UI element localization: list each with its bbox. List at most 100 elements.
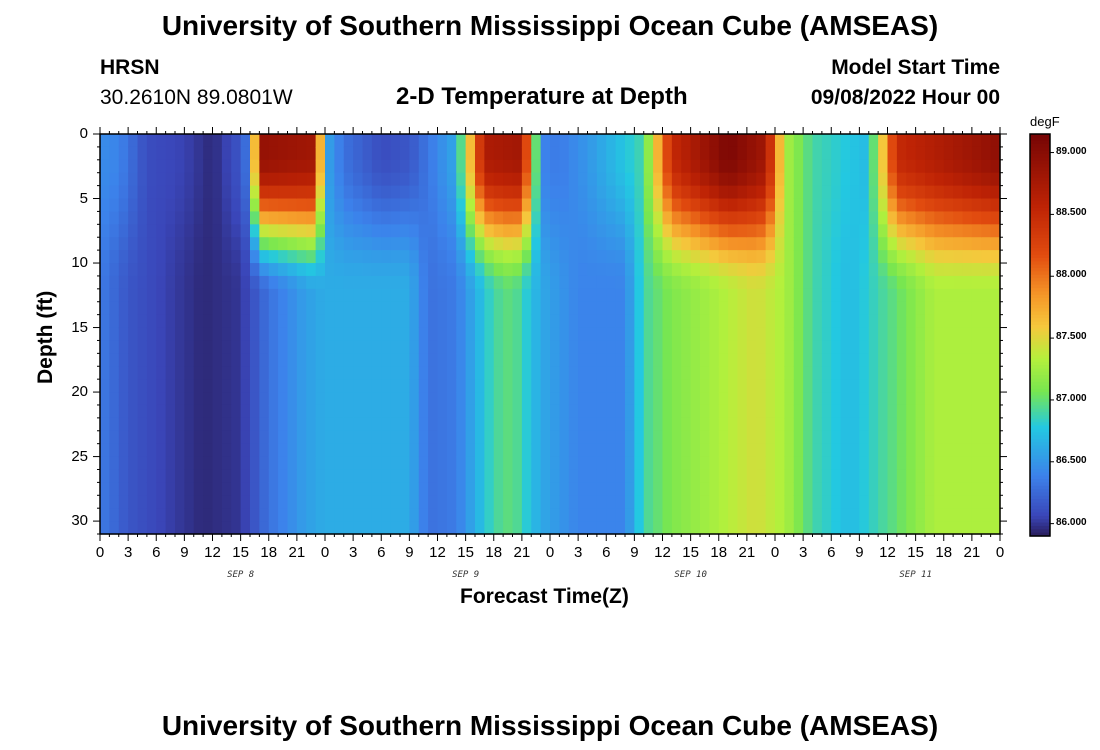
heatmap-cell [793, 146, 804, 161]
heatmap-cell [165, 263, 176, 277]
heatmap-cell [268, 288, 279, 303]
heatmap-cell [137, 430, 148, 445]
heatmap-cell [587, 469, 598, 483]
heatmap-cell [925, 263, 935, 277]
heatmap-cell [971, 392, 982, 406]
heatmap-cell [268, 327, 279, 342]
heatmap-cell [109, 495, 120, 509]
heatmap-cell [981, 172, 992, 187]
heatmap-cell [118, 482, 129, 496]
heatmap-cell [850, 159, 860, 174]
heatmap-cell [718, 379, 729, 393]
heatmap-cell [212, 456, 223, 471]
heatmap-cell [634, 430, 645, 445]
heatmap-cell [475, 211, 485, 225]
heatmap-cell [296, 353, 307, 367]
colorbar-swatch [1030, 227, 1050, 232]
heatmap-cell [634, 146, 645, 161]
heatmap-cell [371, 185, 382, 200]
heatmap-cell [550, 185, 560, 200]
heatmap-cell [128, 237, 139, 251]
heatmap-cell [953, 250, 964, 264]
heatmap-cell [306, 134, 317, 148]
heatmap-cell [259, 417, 270, 432]
heatmap-cell [718, 159, 729, 174]
heatmap-cell [493, 340, 504, 354]
heatmap-cell [859, 456, 870, 471]
heatmap-cell [784, 404, 795, 419]
heatmap-cell [615, 327, 626, 342]
heatmap-cell [765, 172, 776, 187]
heatmap-cell [559, 392, 570, 406]
colorbar-swatch [1030, 375, 1050, 380]
heatmap-cell [531, 185, 542, 200]
heatmap-cell [943, 443, 954, 458]
heatmap-cell [315, 353, 326, 367]
heatmap-cell [737, 288, 748, 303]
heatmap-cell [221, 443, 232, 458]
heatmap-cell [353, 327, 364, 342]
colorbar-swatch [1030, 318, 1050, 323]
heatmap-cell [803, 417, 814, 432]
heatmap-cell [446, 392, 457, 406]
heatmap-cell [456, 495, 467, 509]
heatmap-cell [540, 250, 551, 264]
heatmap-cell [896, 250, 907, 264]
heatmap-cell [521, 469, 532, 483]
heatmap-cell [250, 185, 260, 200]
heatmap-cell [615, 314, 626, 329]
heatmap-cell [315, 275, 326, 290]
heatmap-cell [925, 301, 935, 316]
heatmap-cell [587, 353, 598, 367]
heatmap-cell [756, 392, 767, 406]
heatmap-cell [409, 495, 420, 509]
heatmap-cell [109, 366, 120, 380]
heatmap-cell [971, 366, 982, 380]
heatmap-cell [146, 224, 157, 238]
heatmap-cell [662, 301, 673, 316]
heatmap-cell [203, 146, 214, 161]
heatmap-cell [653, 456, 664, 471]
heatmap-cell [362, 443, 373, 458]
heatmap-cell [268, 185, 279, 200]
x-tick-label: 6 [377, 544, 386, 561]
heatmap-cell [746, 198, 757, 213]
heatmap-cell [306, 417, 317, 432]
heatmap-cell [287, 185, 298, 200]
heatmap-cell [484, 237, 495, 251]
heatmap-cell [746, 301, 757, 316]
heatmap-cell [446, 159, 457, 174]
heatmap-cell [306, 469, 317, 483]
heatmap-cell [775, 469, 785, 483]
heatmap-cell [268, 430, 279, 445]
heatmap-cell [625, 159, 635, 174]
heatmap-cell [221, 198, 232, 213]
heatmap-cell [165, 417, 176, 432]
heatmap-cell [596, 301, 607, 316]
heatmap-cell [146, 185, 157, 200]
heatmap-cell [831, 456, 842, 471]
heatmap-cell [746, 340, 757, 354]
heatmap-cell [109, 224, 120, 238]
heatmap-cell [737, 172, 748, 187]
heatmap-cell [184, 482, 195, 496]
heatmap-cell [400, 456, 410, 471]
heatmap-cell [634, 521, 645, 535]
heatmap-cell [493, 134, 504, 148]
heatmap-cell [756, 379, 767, 393]
heatmap-cell [446, 327, 457, 342]
heatmap-cell [953, 198, 964, 213]
heatmap-cell [793, 469, 804, 483]
heatmap-cell [559, 134, 570, 148]
heatmap-cell [343, 469, 354, 483]
heatmap-cell [428, 198, 439, 213]
heatmap-cell [184, 456, 195, 471]
heatmap-cell [953, 263, 964, 277]
heatmap-cell [784, 224, 795, 238]
heatmap-cell [165, 172, 176, 187]
heatmap-cell [615, 443, 626, 458]
heatmap-cell [690, 288, 701, 303]
heatmap-cell [221, 495, 232, 509]
heatmap-cell [690, 275, 701, 290]
heatmap-cell [671, 417, 682, 432]
